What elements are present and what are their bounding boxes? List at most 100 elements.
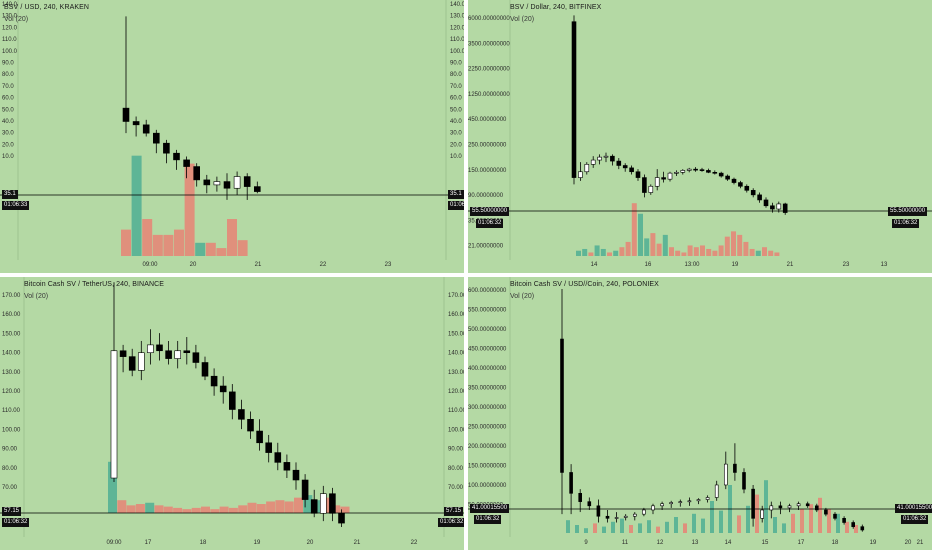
- time-axis-label: 12: [657, 540, 664, 546]
- volume-bar: [629, 525, 633, 533]
- price-axis-label-left: 150.00: [2, 331, 21, 337]
- candle-body: [163, 142, 170, 154]
- price-axis-label-left: 150.00000000: [468, 168, 507, 174]
- candle-body: [310, 499, 318, 514]
- price-axis-label-left: 3500.00000000: [468, 41, 510, 47]
- candle-body: [654, 177, 660, 187]
- chart-canvas[interactable]: 140.0 130.0 120.0 110.0 100.0 90.0 80.0 70.0 60.…: [0, 0, 464, 273]
- volume-bar: [631, 203, 637, 256]
- candle-body: [706, 170, 711, 173]
- volume-bar: [205, 242, 216, 256]
- price-axis-label-right: 60.0: [450, 96, 462, 102]
- candle-body: [256, 430, 263, 444]
- price-axis-label-left: 100.00: [2, 427, 21, 433]
- candle-body: [623, 515, 628, 518]
- volume-bar: [656, 243, 662, 256]
- volume-bar: [712, 250, 718, 256]
- time-axis-label: 23: [843, 262, 850, 268]
- chart-canvas[interactable]: 170.00 160.00 150.00 140.00 130.00 120.00 110.…: [0, 277, 464, 550]
- volume-bar: [625, 241, 631, 256]
- volume-bar: [674, 517, 678, 533]
- price-axis-label-left: 50.0: [2, 107, 14, 113]
- volume-bar: [719, 510, 723, 533]
- chart-canvas[interactable]: 600.00000000 550.00000000 500.00000000 450.…: [468, 277, 932, 550]
- candle-body: [744, 185, 750, 191]
- volume-bar: [256, 504, 266, 513]
- volume-bar: [701, 518, 705, 533]
- volume-bar: [693, 247, 699, 256]
- candle-body: [669, 502, 673, 505]
- volume-bar: [121, 229, 131, 256]
- candle-body: [712, 172, 718, 174]
- volume-bar: [584, 528, 588, 533]
- price-axis-label-right: 20.0: [450, 142, 462, 148]
- volume-bar: [764, 480, 768, 533]
- price-axis-label-right: 50.0: [450, 107, 462, 113]
- time-axis-label: 20: [905, 540, 912, 546]
- chart-title: Bitcoin Cash SV / TetherUS, 240, BINANCE: [24, 281, 165, 288]
- candle-body: [183, 159, 190, 167]
- candle-body: [651, 505, 655, 511]
- volume-bar: [731, 231, 736, 256]
- candle-body: [578, 493, 582, 502]
- candle-body: [833, 513, 837, 519]
- time-tag-right: 01:06:32: [901, 515, 929, 524]
- volume-bar: [687, 245, 693, 256]
- volume-bar: [683, 523, 687, 533]
- price-axis-label-left: 70.00: [2, 485, 18, 491]
- volume-bar: [809, 504, 813, 533]
- candle-body: [633, 513, 637, 517]
- volume-bar: [800, 509, 804, 533]
- price-axis-label-left: 120.0: [2, 25, 18, 31]
- price-axis-label-left: 400.00000000: [468, 366, 507, 372]
- volume-bar: [201, 506, 210, 513]
- candle-body: [738, 182, 743, 187]
- volume-bar: [284, 501, 294, 513]
- chart-panel-binance[interactable]: 170.00 160.00 150.00 140.00 130.00 120.00 110.…: [0, 277, 464, 550]
- chart-panel-kraken[interactable]: 140.0 130.0 120.0 110.0 100.0 90.0 80.0 70.0 60.…: [0, 0, 464, 273]
- price-axis-label-left: 250.00000000: [468, 143, 507, 149]
- volume-bar: [184, 163, 195, 256]
- price-axis-label-left: 80.0: [2, 72, 14, 78]
- volume-bar: [782, 523, 786, 533]
- candle-body: [642, 177, 647, 193]
- time-axis-label: 11: [622, 540, 629, 546]
- chart-panel-poloniex[interactable]: 600.00000000 550.00000000 500.00000000 450.…: [468, 277, 932, 550]
- chart-canvas[interactable]: 6000.00000000 3500.00000000 2250.00000000 1…: [468, 0, 932, 273]
- chart-panel-bitfinex[interactable]: 6000.00000000 3500.00000000 2250.00000000 1…: [468, 0, 932, 273]
- candle-body: [629, 167, 634, 173]
- price-axis-label-left: 550.00000000: [468, 308, 507, 314]
- volume-bar: [607, 252, 612, 256]
- volume-bar: [749, 248, 755, 256]
- volume-bar: [108, 461, 117, 513]
- candle-body: [742, 472, 746, 490]
- volume-bar: [303, 495, 313, 513]
- chart-title: Bitcoin Cash SV / USD//Coin, 240, POLONI…: [510, 281, 659, 288]
- candle-body: [578, 171, 583, 178]
- time-axis-label: 19: [732, 262, 739, 268]
- volume-bar: [131, 155, 142, 256]
- candle-body: [301, 479, 309, 500]
- candle-body: [680, 170, 686, 173]
- volume-bar: [692, 513, 696, 533]
- volume-bar: [662, 234, 668, 256]
- candle-body: [292, 469, 300, 481]
- candle-body: [661, 177, 666, 180]
- price-axis-label-left: 500.00000000: [468, 327, 507, 333]
- price-axis-label-right: 70.00: [448, 485, 464, 491]
- candle-body: [693, 168, 698, 171]
- candle-body: [699, 169, 705, 171]
- price-axis-label-left: 40.0: [2, 119, 14, 125]
- candle-body: [731, 178, 737, 183]
- candle-body: [587, 501, 592, 507]
- candle-body: [723, 463, 728, 486]
- volume-bar: [126, 505, 136, 513]
- candle-body: [610, 155, 615, 162]
- time-tag-right: 01:06:33: [448, 201, 464, 210]
- price-axis-label-right: 30.0: [450, 131, 462, 137]
- volume-bar: [588, 252, 594, 256]
- volume-bar: [216, 248, 227, 256]
- volume-bar: [566, 520, 570, 533]
- time-axis-label: 21: [917, 540, 924, 546]
- candle-body: [705, 497, 710, 500]
